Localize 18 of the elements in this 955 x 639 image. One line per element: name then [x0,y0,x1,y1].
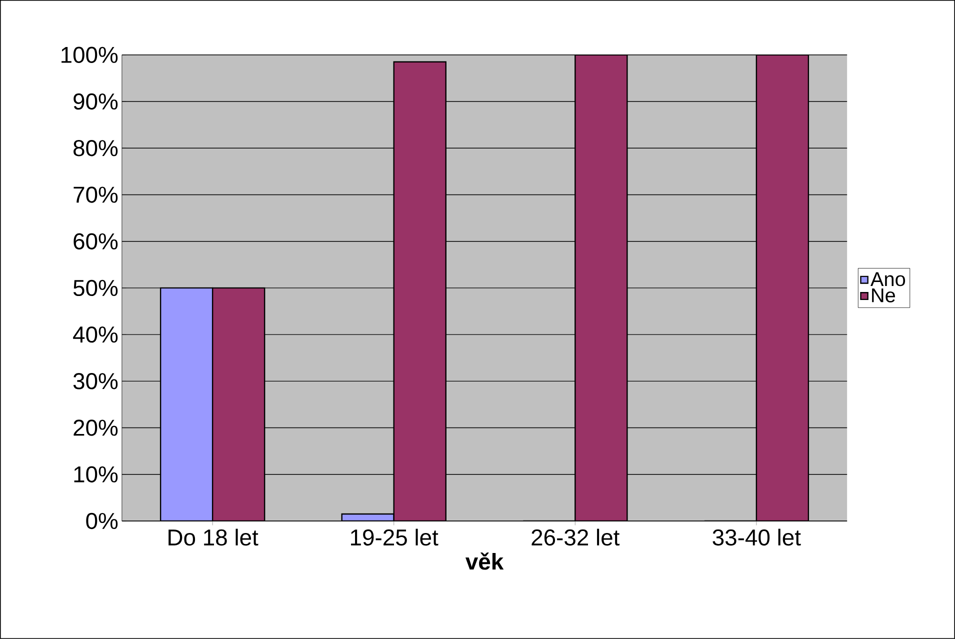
x-tick-label: 26-32 let [532,528,620,546]
y-tick-label: 20% [74,420,118,436]
y-tick-label: 40% [73,326,118,343]
y-tick-label: 100% [62,46,118,64]
legend-label: Ano [870,272,906,286]
y-tick-label: 60% [74,233,118,250]
y-tick-label: 80% [74,140,118,156]
y-tick-label: 0% [86,512,118,530]
x-tick-label: 33-40 let [712,528,801,546]
x-tick-label: Do 18 let [168,528,258,546]
y-tick-label: 30% [73,373,118,390]
y-tick-label: 90% [74,93,118,110]
y-tick-label: 10% [74,466,118,483]
y-tick-label: 70% [74,186,118,203]
x-tick-label: 19-25 let [351,528,438,546]
legend-label: Ne [872,288,896,302]
x-axis-title: věk [465,552,504,570]
y-tick-label: 50% [73,280,118,296]
